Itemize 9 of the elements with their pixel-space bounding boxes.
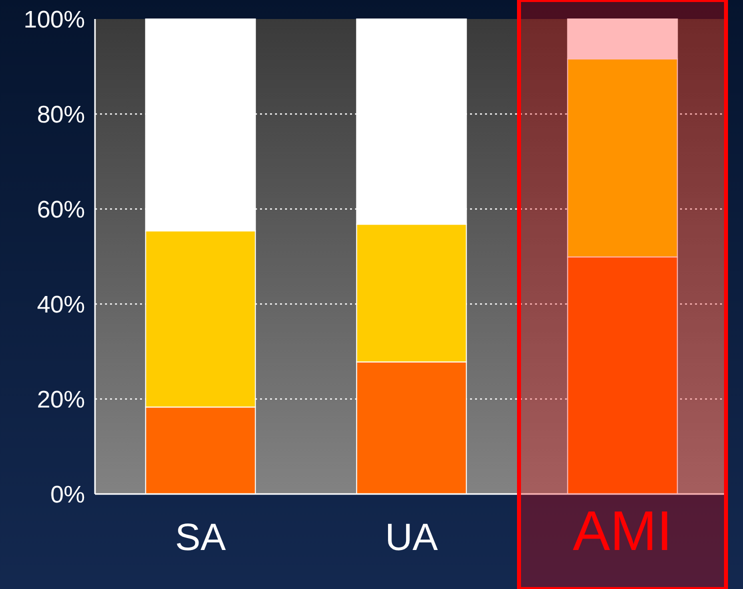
x-tick-label: SA bbox=[175, 517, 226, 559]
y-tick-label: 0% bbox=[50, 481, 85, 508]
y-tick-label: 80% bbox=[36, 101, 85, 128]
x-tick-label: AMI bbox=[572, 499, 672, 562]
y-tick-label: 60% bbox=[36, 196, 85, 224]
y-tick-label: 40% bbox=[36, 291, 85, 318]
x-tick-label: UA bbox=[385, 517, 439, 559]
y-tick-label: 20% bbox=[36, 386, 85, 414]
y-tick-label: 100% bbox=[24, 6, 85, 34]
